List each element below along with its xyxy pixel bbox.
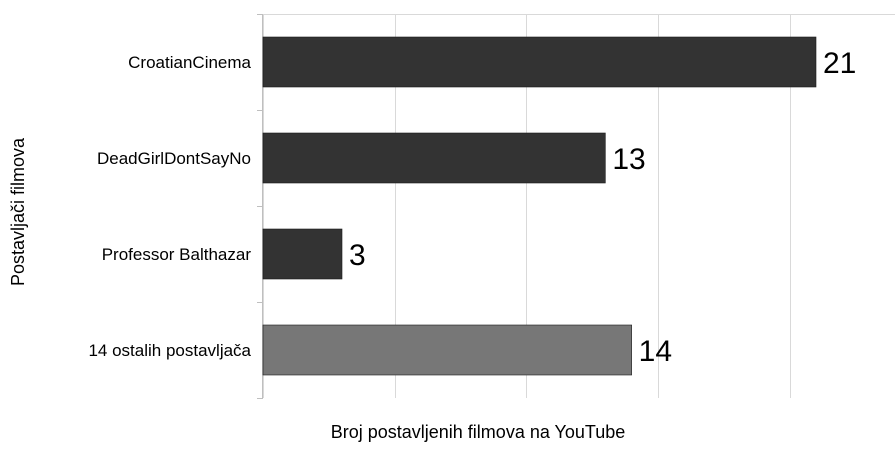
category-labels: CroatianCinema DeadGirlDontSayNo Professor… xyxy=(88,53,251,360)
bar-1 xyxy=(262,132,606,184)
data-label-2: 3 xyxy=(349,239,366,272)
category-label-2: Professor Balthazar xyxy=(102,245,252,264)
data-labels: 21 13 3 14 xyxy=(349,47,856,368)
category-label-3: 14 ostalih postavljača xyxy=(88,341,251,360)
category-label-0: CroatianCinema xyxy=(128,53,251,72)
data-label-0: 21 xyxy=(823,47,856,80)
bars xyxy=(262,36,817,376)
y-axis-title: Postavljači filmova xyxy=(8,137,28,286)
x-axis-title: Broj postavljenih filmova na YouTube xyxy=(331,422,626,442)
bar-3 xyxy=(262,324,632,376)
bar-2 xyxy=(262,228,343,280)
category-label-1: DeadGirlDontSayNo xyxy=(97,149,251,168)
data-label-3: 14 xyxy=(639,335,672,368)
bar-0 xyxy=(262,36,817,88)
data-label-1: 13 xyxy=(612,143,645,176)
